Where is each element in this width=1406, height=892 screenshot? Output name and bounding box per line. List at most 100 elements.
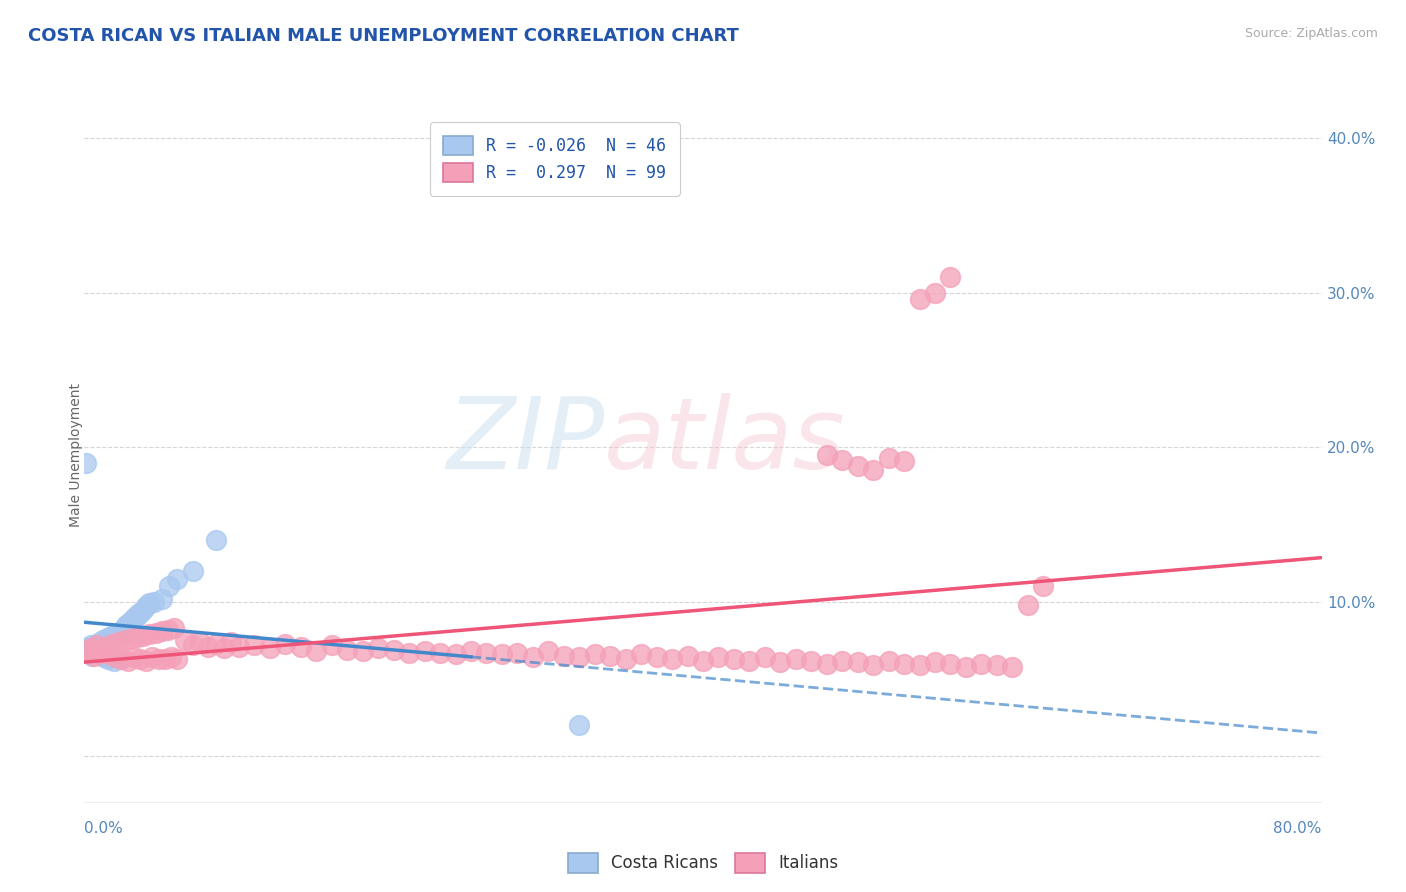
Point [138, 596, 160, 610]
Point [862, 463, 884, 477]
Point [924, 655, 946, 669]
Point [145, 625, 167, 640]
Legend: Costa Ricans, Italians: Costa Ricans, Italians [561, 847, 845, 880]
Point [955, 659, 977, 673]
Point [908, 292, 931, 306]
Point [91, 633, 114, 648]
Point [259, 641, 281, 656]
Point [429, 646, 451, 660]
Point [352, 644, 374, 658]
Point [110, 652, 132, 666]
Point [135, 599, 157, 614]
Point [522, 650, 544, 665]
Point [228, 640, 250, 654]
Point [166, 652, 188, 666]
Point [90, 648, 112, 662]
Point [79, 641, 101, 656]
Point [84, 642, 107, 657]
Point [150, 624, 173, 639]
Point [939, 657, 962, 671]
Point [862, 658, 884, 673]
Point [174, 633, 197, 648]
Point [444, 648, 467, 662]
Point [460, 644, 482, 658]
Point [1001, 659, 1024, 673]
Point [815, 657, 838, 671]
Point [924, 285, 946, 300]
Point [877, 450, 900, 465]
Point [846, 655, 869, 669]
Point [159, 579, 181, 593]
Point [75, 456, 97, 470]
Point [630, 648, 652, 662]
Text: 80.0%: 80.0% [1274, 822, 1322, 837]
Point [754, 650, 776, 665]
Y-axis label: Male Unemployment: Male Unemployment [69, 383, 83, 527]
Point [893, 657, 915, 671]
Point [1017, 598, 1039, 612]
Point [82, 648, 104, 663]
Point [87, 646, 110, 660]
Point [568, 650, 591, 665]
Point [115, 618, 138, 632]
Point [125, 608, 148, 623]
Point [321, 638, 343, 652]
Point [135, 654, 157, 668]
Point [77, 644, 100, 658]
Point [188, 635, 212, 649]
Point [91, 642, 114, 657]
Point [129, 652, 152, 666]
Point [143, 595, 166, 609]
Point [181, 564, 204, 578]
Point [76, 641, 98, 656]
Point [93, 650, 115, 665]
Point [150, 591, 173, 606]
Point [614, 652, 637, 666]
Point [274, 636, 297, 650]
Point [846, 458, 869, 473]
Point [112, 623, 135, 637]
Point [117, 654, 139, 668]
Point [583, 648, 606, 662]
Point [107, 625, 129, 640]
Point [800, 654, 823, 668]
Point [118, 616, 141, 631]
Point [103, 654, 125, 668]
Point [122, 650, 145, 665]
Point [723, 652, 745, 666]
Point [148, 652, 170, 666]
Point [166, 572, 188, 586]
Point [98, 631, 121, 645]
Point [1032, 579, 1054, 593]
Point [221, 635, 243, 649]
Point [197, 640, 219, 654]
Point [124, 610, 146, 624]
Point [537, 644, 560, 658]
Point [553, 648, 575, 663]
Point [97, 652, 120, 666]
Point [212, 641, 235, 656]
Point [86, 638, 108, 652]
Point [738, 654, 761, 668]
Point [104, 650, 127, 665]
Point [506, 646, 529, 660]
Point [645, 650, 668, 665]
Point [831, 654, 853, 668]
Point [877, 654, 900, 668]
Point [86, 636, 108, 650]
Point [163, 621, 186, 635]
Point [101, 636, 124, 650]
Point [986, 658, 1008, 673]
Point [100, 648, 122, 663]
Point [205, 636, 228, 650]
Text: ZIP: ZIP [446, 392, 605, 490]
Point [110, 624, 132, 639]
Point [83, 648, 105, 663]
Point [101, 629, 124, 643]
Point [114, 633, 136, 648]
Point [336, 642, 359, 657]
Point [661, 652, 683, 666]
Point [382, 642, 405, 657]
Point [128, 607, 150, 622]
Point [290, 640, 312, 654]
